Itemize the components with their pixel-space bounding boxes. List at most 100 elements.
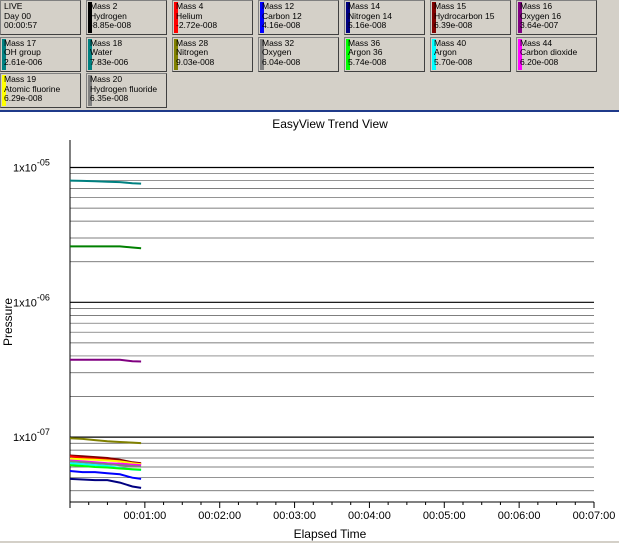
- chart-title: EasyView Trend View: [272, 117, 388, 131]
- legend-label: Mass 16: [520, 1, 553, 11]
- legend-tile-mass16[interactable]: Mass 16 Oxygen 16 3.64e-007: [516, 0, 597, 35]
- legend-tile-mass17[interactable]: Mass 17 OH group 2.61e-006: [0, 36, 81, 72]
- x-tick-label: 00:01:00: [123, 510, 166, 522]
- legend-tile-mass14[interactable]: Mass 14 Nitrogen 14 5.16e-008: [344, 0, 425, 35]
- series-line-2: [70, 358, 142, 363]
- legend-value: 6.20e-008: [520, 56, 559, 67]
- legend-name: Helium: [176, 10, 203, 21]
- legend-label: Mass 17: [4, 37, 37, 48]
- legend-color-swatch: [174, 2, 178, 33]
- y-tick-base: 1x10: [13, 432, 37, 444]
- legend-label: Mass 36: [348, 37, 381, 48]
- legend-name: Water: [90, 47, 113, 57]
- legend-value: 5.16e-008: [348, 20, 387, 30]
- legend-label: Mass 28: [176, 37, 209, 48]
- x-axis-label: Elapsed Time: [294, 527, 367, 541]
- legend-label: Mass 12: [262, 1, 295, 11]
- legend-name: Atomic fluorine: [4, 83, 61, 94]
- legend-tile-mass2[interactable]: Mass 2 Hydrogen -8.85e-008: [86, 0, 167, 35]
- legend-name: Nitrogen 14: [348, 10, 392, 21]
- legend-name: OH group: [4, 47, 41, 57]
- legend-label: Mass 14: [348, 1, 381, 11]
- legend-name: Carbon 12: [262, 10, 302, 21]
- legend-label: Mass 18: [90, 37, 123, 48]
- legend-value: -8.85e-008: [90, 20, 132, 30]
- trend-view-panel[interactable]: EasyView Trend View Elapsed Time Pressur…: [0, 110, 619, 541]
- legend-color-swatch: [2, 75, 6, 106]
- legend-label: Mass 20: [90, 74, 123, 84]
- legend-color-swatch: [432, 38, 436, 70]
- y-tick-label: 1x10-05: [13, 158, 50, 175]
- legend-color-swatch: [88, 75, 92, 106]
- legend-tile-mass32[interactable]: Mass 32 Oxygen 6.04e-008: [258, 36, 339, 72]
- legend-name: Carbon dioxide: [520, 47, 578, 57]
- legend-tile-mass36[interactable]: Mass 36 Argon 36 5.74e-008: [344, 36, 425, 72]
- x-tick-label: 00:06:00: [498, 510, 541, 522]
- legend-value: 6.29e-008: [4, 93, 43, 103]
- series-line-11: [69, 470, 142, 480]
- legend-tile-mass18[interactable]: Mass 18 Water 7.83e-006: [86, 36, 167, 72]
- legend-label: Mass 32: [262, 37, 295, 48]
- legend-value: 2.61e-006: [4, 56, 43, 67]
- legend-color-swatch: [346, 2, 350, 33]
- legend-tile-mass15[interactable]: Mass 15 Hydrocarbon 15 6.39e-008: [430, 0, 511, 35]
- x-tick-label: 00:05:00: [423, 510, 466, 522]
- legend-label: Mass 15: [434, 1, 467, 11]
- y-tick-base: 1x10: [13, 163, 37, 175]
- legend-color-swatch: [260, 2, 264, 33]
- plot-area: [70, 140, 594, 502]
- legend-label: LIVE: [4, 1, 23, 11]
- legend-color-swatch: [432, 2, 436, 33]
- legend-name: Nitrogen: [176, 47, 209, 57]
- legend-value: 5.70e-008: [434, 56, 473, 67]
- trend-chart[interactable]: EasyView Trend View Elapsed Time Pressur…: [0, 112, 619, 543]
- legend-color-swatch: [260, 38, 264, 70]
- legend-label: Mass 4: [176, 1, 204, 11]
- legend-name: Day 00: [4, 10, 31, 21]
- series-line-8: [69, 460, 142, 468]
- x-tick-label: 00:03:00: [273, 510, 316, 522]
- legend-name: Hydrogen: [90, 10, 127, 21]
- x-tick-label: 00:07:00: [573, 510, 616, 522]
- channel-legend: LIVE Day 00 00:00:57 Mass 2 Hydrogen -8.85e-0…: [0, 0, 619, 110]
- series-line-3: [69, 437, 142, 445]
- x-tick-label: 00:04:00: [348, 510, 391, 522]
- legend-value: 4.16e-008: [262, 20, 301, 30]
- legend-value: 00:00:57: [4, 20, 38, 30]
- y-tick-exponent: -06: [37, 292, 50, 302]
- legend-label: Mass 44: [520, 37, 553, 48]
- legend-color-swatch: [2, 38, 6, 70]
- series-line-10: [69, 464, 142, 471]
- legend-name: Argon: [434, 47, 457, 57]
- series-line-12: [69, 477, 142, 489]
- legend-tile-mass12[interactable]: Mass 12 Carbon 12 4.16e-008: [258, 0, 339, 35]
- legend-color-swatch: [88, 38, 92, 70]
- legend-tile-mass44[interactable]: Mass 44 Carbon dioxide 6.20e-008: [516, 36, 597, 72]
- series-line-6: [69, 457, 142, 466]
- legend-tile-mass4[interactable]: Mass 4 Helium -2.72e-008: [172, 0, 253, 35]
- legend-name: Hydrocarbon 15: [434, 10, 495, 21]
- y-tick-label: 1x10-06: [13, 292, 50, 309]
- legend-tile-mass19[interactable]: Mass 19 Atomic fluorine 6.29e-008: [0, 73, 81, 108]
- legend-color-swatch: [346, 38, 350, 70]
- legend-value: 9.03e-008: [176, 56, 215, 67]
- legend-tile-mass20[interactable]: Mass 20 Hydrogen fluoride 6.35e-008: [86, 73, 167, 108]
- legend-tile-live[interactable]: LIVE Day 00 00:00:57: [0, 0, 81, 35]
- series-line-1: [70, 245, 142, 250]
- legend-tile-mass40[interactable]: Mass 40 Argon 5.70e-008: [430, 36, 511, 72]
- y-tick-exponent: -05: [37, 158, 50, 168]
- legend-value: 6.04e-008: [262, 56, 301, 67]
- legend-color-swatch: [518, 38, 522, 70]
- legend-value: 7.83e-006: [90, 56, 129, 67]
- legend-label: Mass 2: [90, 1, 118, 11]
- legend-color-swatch: [174, 38, 178, 70]
- legend-value: 3.64e-007: [520, 20, 559, 30]
- legend-name: Oxygen 16: [520, 10, 562, 21]
- legend-tile-mass28[interactable]: Mass 28 Nitrogen 9.03e-008: [172, 36, 253, 72]
- legend-label: Mass 40: [434, 37, 467, 48]
- legend-value: 6.35e-008: [90, 93, 129, 103]
- legend-name: Argon 36: [348, 47, 383, 57]
- legend-color-swatch: [518, 2, 522, 33]
- series-line-0: [69, 179, 142, 185]
- legend-value: 6.39e-008: [434, 20, 473, 30]
